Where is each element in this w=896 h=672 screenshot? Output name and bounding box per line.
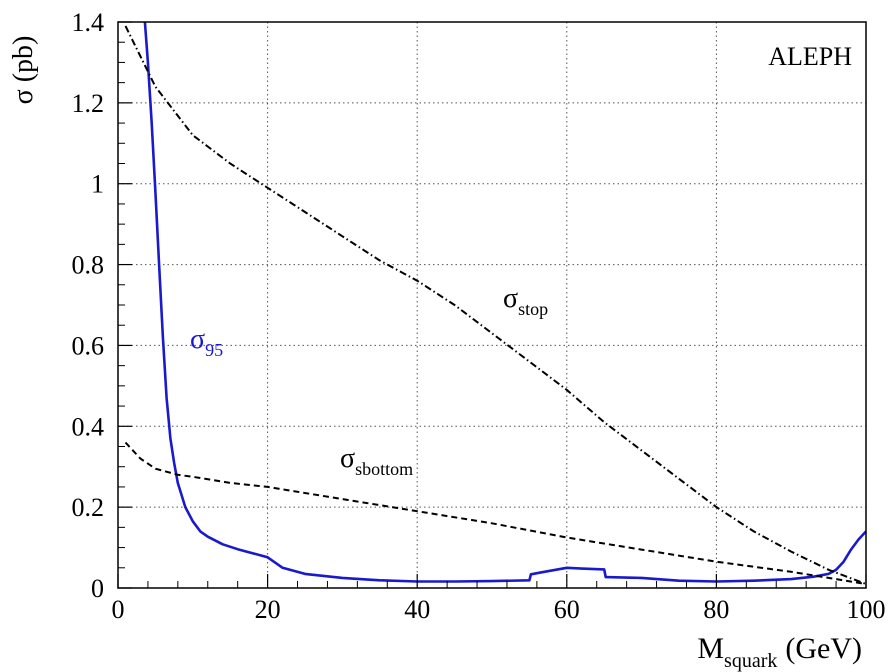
x-tick-label: 20: [255, 595, 281, 624]
x-tick-label: 100: [847, 595, 886, 624]
y-axis-label: σ (pb): [8, 36, 39, 105]
x-tick-label: 80: [703, 595, 729, 624]
y-tick-label: 0.2: [72, 493, 105, 522]
y-tick-label: 1: [91, 170, 104, 199]
x-axis-unit: (GeV): [785, 632, 862, 665]
y-tick-label: 0.8: [72, 251, 105, 280]
y-tick-label: 0: [91, 574, 104, 603]
axis-ticks: [117, 21, 867, 589]
plot-frame: [117, 21, 867, 589]
x-tick-label: 0: [112, 595, 125, 624]
sigma-stop-label: σstop: [503, 283, 548, 319]
x-tick-label: 40: [404, 595, 430, 624]
y-tick-label: 0.6: [72, 331, 105, 360]
x-axis-main: M: [697, 632, 724, 665]
series-line-0: [143, 21, 867, 583]
data-series: [124, 21, 867, 585]
experiment-label: ALEPH: [768, 42, 852, 71]
x-axis-label: Msquark (GeV): [697, 632, 862, 672]
y-tick-label: 1.2: [72, 89, 105, 118]
y-axis-unit: (pb): [8, 36, 39, 83]
x-tick-label: 60: [554, 595, 580, 624]
series-line-2: [124, 441, 867, 585]
sigma95-label: σ95: [190, 324, 223, 360]
sigma-sbottom-label: σsbottom: [340, 443, 413, 479]
gridlines: [118, 22, 866, 588]
y-axis-symbol: σ: [8, 89, 39, 104]
x-axis-sub: squark: [724, 650, 777, 672]
y-tick-label: 0.4: [72, 412, 105, 441]
y-tick-label: 1.4: [72, 8, 105, 37]
series-line-1: [124, 25, 867, 585]
tick-labels: 0 20 40 60 80 100 0 0.2 0.4 0.6 0.8 1 1.2 1.4: [72, 8, 886, 624]
